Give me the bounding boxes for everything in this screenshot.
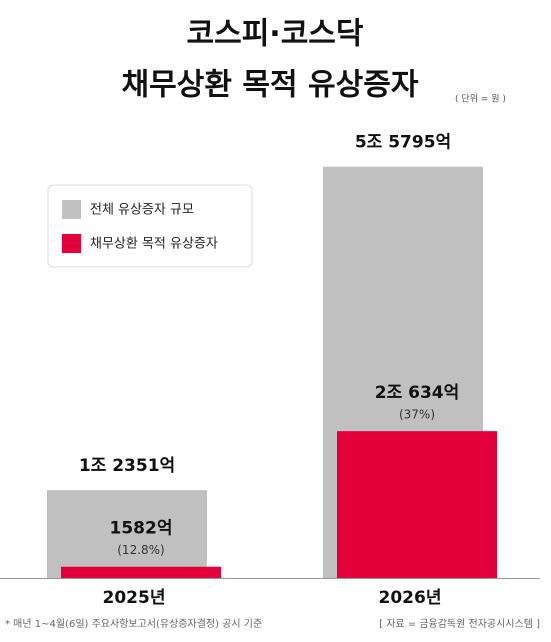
legend-swatch (62, 200, 81, 219)
bar (61, 566, 221, 578)
chart-title: 채무상환 목적 유상증자 (122, 68, 419, 103)
chart-title: 코스피·코스닥 (187, 17, 364, 52)
legend-label: 전체 유상증자 규모 (90, 203, 194, 218)
legend-swatch (62, 234, 81, 253)
share-label: (37%) (399, 408, 435, 422)
x-tick-label: 2025년 (103, 588, 166, 608)
share-label: (12.8%) (117, 543, 164, 557)
bar (337, 431, 497, 578)
legend-box (47, 184, 253, 268)
x-tick-label: 2026년 (379, 588, 442, 608)
legend-label: 채무상환 목적 유상증자 (90, 237, 218, 252)
bar (47, 490, 207, 578)
footnote: * 매년 1~4월(6일) 주요사항보고서(유상증자결정) 공시 기준 (5, 618, 262, 630)
value-label: 2조 634억 (375, 383, 460, 403)
value-label: 1조 2351억 (79, 456, 175, 476)
unit-note: ( 단위 = 원 ) (455, 94, 506, 105)
value-label: 5조 5795억 (355, 133, 451, 153)
value-label: 1582억 (110, 519, 173, 539)
source: [ 자료 = 금융감독원 전자공시시스템 ] (379, 618, 540, 630)
